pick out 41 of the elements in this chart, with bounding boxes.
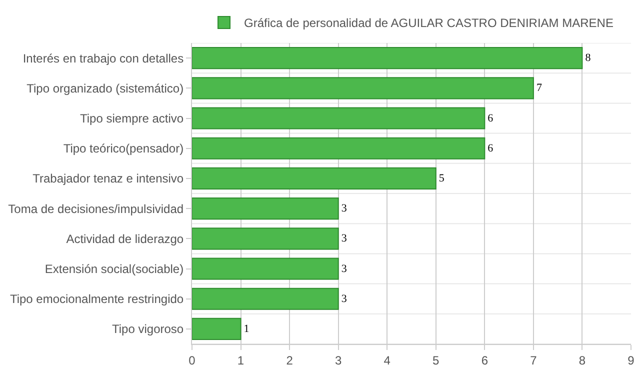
bar xyxy=(192,258,339,280)
data-label: 3 xyxy=(341,202,348,215)
y-tick-label: Trabajador tenaz e intensivo xyxy=(32,172,184,186)
y-tick-label: Tipo vigoroso xyxy=(112,322,184,336)
data-label: 3 xyxy=(341,262,348,275)
bar xyxy=(192,107,486,130)
bar xyxy=(192,47,583,70)
y-tick-label: Interés en trabajo con detalles xyxy=(22,51,184,66)
data-label: 8 xyxy=(585,52,592,64)
bar xyxy=(192,198,339,220)
bar xyxy=(192,77,534,100)
data-label: 6 xyxy=(488,142,494,154)
data-label: 7 xyxy=(536,82,542,94)
data-label: 1 xyxy=(244,322,250,335)
y-tick-label: Tipo emocionalmente restringido xyxy=(10,292,184,306)
y-tick-label: Tipo teórico(pensador) xyxy=(63,142,184,156)
x-tick-label: 6 xyxy=(481,353,488,368)
x-tick-label: 8 xyxy=(578,353,586,368)
data-label: 6 xyxy=(488,112,494,124)
y-tick-label: Tipo organizado (sistemático) xyxy=(26,81,184,96)
x-tick-label: 9 xyxy=(628,353,635,368)
data-label: 3 xyxy=(341,232,348,245)
data-label: 5 xyxy=(438,172,445,184)
bar xyxy=(192,288,339,310)
x-tick-label: 3 xyxy=(334,353,342,368)
y-tick-label: Tipo siempre activo xyxy=(80,111,184,126)
legend-label: Gráfica de personalidad de AGUILAR CASTRO DENIRIAM MARENE xyxy=(244,16,614,30)
y-tick-label: Extensión social(sociable) xyxy=(44,262,184,276)
y-tick-label: Actividad de liderazgo xyxy=(66,232,184,246)
bar xyxy=(192,137,486,160)
bar xyxy=(192,318,242,340)
x-tick-label: 4 xyxy=(384,353,391,368)
y-tick-label: Toma de decisiones/impulsividad xyxy=(8,202,184,216)
x-tick-label: 0 xyxy=(188,353,196,368)
x-tick-label: 5 xyxy=(432,353,440,368)
data-label: 3 xyxy=(341,292,348,305)
x-tick-label: 1 xyxy=(237,353,244,368)
x-tick-label: 2 xyxy=(286,353,294,368)
x-tick-label: 7 xyxy=(530,353,538,368)
bar xyxy=(192,167,436,190)
bar xyxy=(192,228,339,250)
